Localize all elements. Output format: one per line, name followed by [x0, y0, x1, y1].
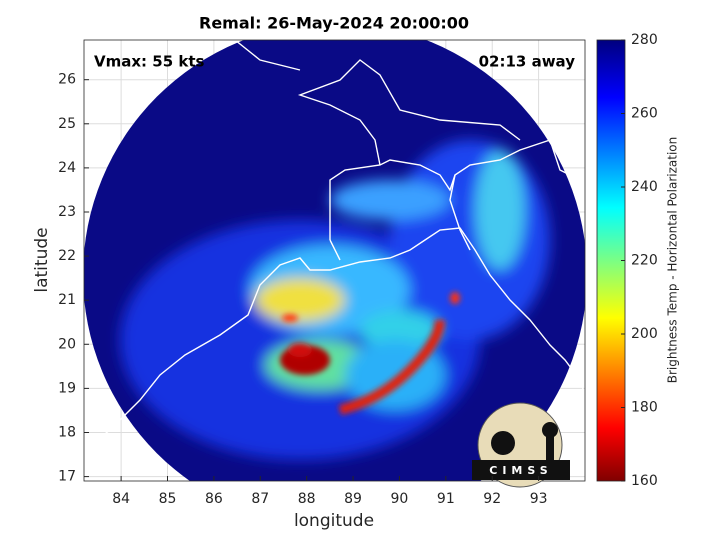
colorbar	[596, 39, 626, 482]
logo: CIMSS	[472, 402, 570, 488]
chart-title: Remal: 26-May-2024 20:00:00	[199, 14, 469, 33]
y-tick-label: 23	[58, 204, 76, 220]
x-tick-label: 92	[483, 491, 501, 507]
logo-text: CIMSS	[489, 464, 552, 477]
colorbar-tick-label: 240	[631, 179, 658, 195]
colorbar-tick-label: 160	[631, 473, 658, 489]
vmax-annotation: Vmax: 55 kts	[94, 53, 204, 71]
x-tick-label: 88	[298, 491, 316, 507]
colorbar-tick-label: 180	[631, 400, 658, 416]
y-tick-label: 26	[58, 72, 76, 88]
colorbar-tick-label: 280	[631, 32, 658, 48]
y-tick-label: 18	[58, 424, 76, 440]
colorbar-tick-label: 260	[631, 106, 658, 122]
x-tick-label: 91	[437, 491, 455, 507]
y-tick-label: 21	[58, 292, 76, 308]
x-axis-label: longitude	[294, 511, 374, 531]
plot-frame	[83, 39, 586, 482]
colorbar-tick-label: 220	[631, 253, 658, 269]
x-tick-label: 86	[205, 491, 223, 507]
coastline	[84, 40, 585, 451]
satellite-swath	[84, 40, 585, 481]
time-annotation: 02:13 away	[479, 53, 576, 71]
y-tick-label: 20	[58, 336, 76, 352]
y-tick-label: 22	[58, 248, 76, 264]
x-tick-label: 84	[112, 491, 130, 507]
y-axis-label: latitude	[32, 227, 52, 292]
y-tick-label: 24	[58, 160, 76, 176]
y-tick-label: 17	[58, 469, 76, 485]
x-tick-label: 87	[251, 491, 269, 507]
x-tick-label: 90	[391, 491, 409, 507]
y-tick-label: 19	[58, 380, 76, 396]
x-tick-label: 85	[159, 491, 177, 507]
x-tick-label: 93	[530, 491, 548, 507]
colorbar-tick-label: 200	[631, 326, 658, 342]
x-tick-label: 89	[344, 491, 362, 507]
colorbar-label: Brightness Temp - Horizontal Polarizatio…	[666, 137, 680, 384]
y-tick-label: 25	[58, 116, 76, 132]
